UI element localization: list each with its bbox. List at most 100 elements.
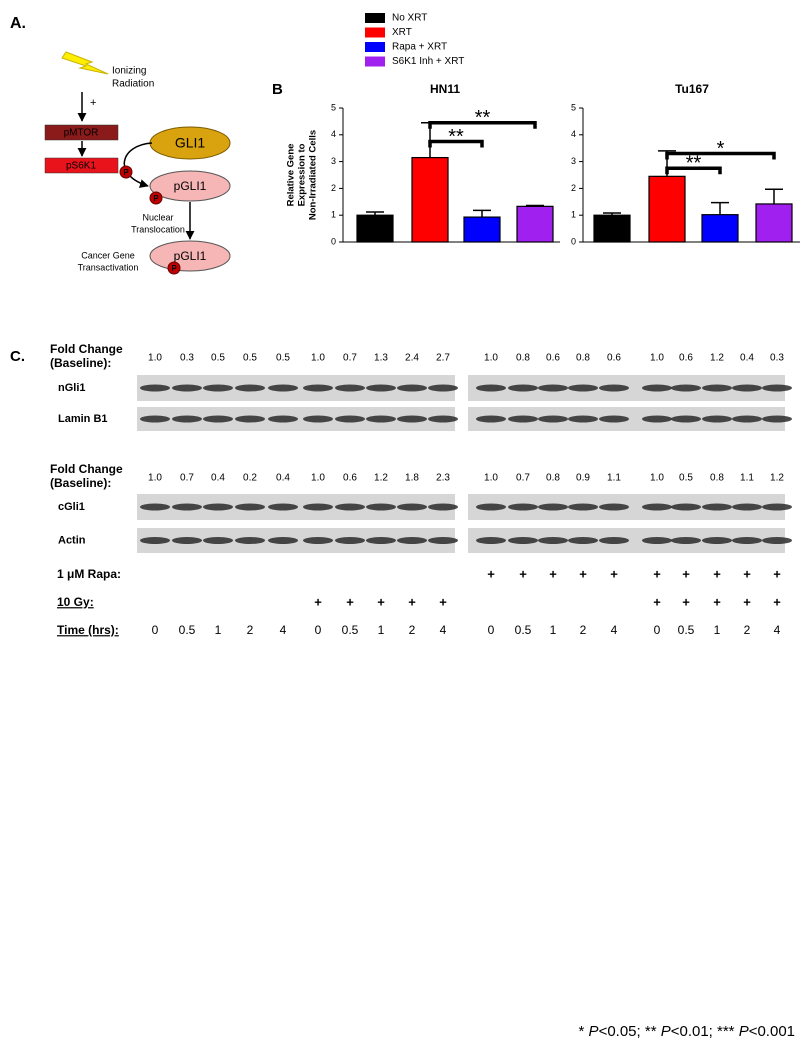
bar: [755, 203, 793, 243]
significance-bracket: [665, 151, 776, 160]
fold-change-label: Fold Change: [50, 462, 123, 476]
blot-band: [268, 537, 298, 544]
fold-change-value: 0.5: [211, 353, 225, 364]
blot-band: [538, 503, 568, 511]
legend-label: No XRT: [392, 13, 427, 24]
blot-band: [366, 384, 396, 392]
phospho-badge: [119, 165, 133, 179]
blot-band: [732, 384, 762, 392]
footnote-part: <0.01; ***: [671, 1023, 739, 1040]
bar: [701, 214, 739, 243]
time-value: 4: [611, 623, 618, 637]
step-label: Transactivation: [78, 262, 139, 272]
blot-band: [268, 503, 298, 511]
blot-band: [538, 384, 568, 392]
blot-band: [762, 503, 792, 511]
condition-mark: +: [773, 594, 781, 609]
fold-change-value: 1.3: [374, 353, 388, 364]
stimulus-label: Ionizing: [112, 66, 146, 77]
time-value: 0: [654, 623, 661, 637]
blot-band: [335, 537, 365, 544]
condition-mark: +: [610, 566, 618, 581]
y-axis-label-line: Non-Irradiated Cells: [308, 130, 319, 220]
blot-band: [568, 415, 598, 423]
y-tick-label: 1: [331, 210, 336, 220]
blot-band: [671, 384, 701, 392]
blot-band: [762, 537, 792, 544]
condition-mark: +: [682, 566, 690, 581]
fold-change-value: 0.2: [243, 473, 257, 484]
fold-change-value: 1.2: [374, 473, 388, 484]
blot-band: [268, 384, 298, 392]
y-tick-label: 5: [571, 102, 576, 112]
blot-band: [335, 503, 365, 511]
blot-band: [599, 537, 629, 544]
fold-change-value: 0.8: [546, 473, 560, 484]
blot-band: [599, 415, 629, 423]
fold-change-value: 0.7: [180, 473, 194, 484]
condition-mark: +: [773, 566, 781, 581]
blot-band: [732, 537, 762, 544]
blot-band: [268, 415, 298, 423]
fold-change-value: 1.0: [311, 473, 325, 484]
fold-change-value: 0.3: [770, 353, 784, 364]
condition-label: 1 μM Rapa:: [57, 567, 121, 581]
condition-mark: +: [439, 594, 447, 609]
condition-mark: +: [487, 566, 495, 581]
condition-mark: +: [377, 594, 385, 609]
y-axis-label-line: Expression to: [297, 143, 308, 206]
fold-change-value: 0.4: [740, 353, 754, 364]
error-bar: [526, 204, 544, 207]
phospho-label: P: [123, 168, 129, 177]
blot-band: [172, 503, 202, 511]
y-tick-label: 3: [331, 156, 336, 166]
time-value: 0.5: [678, 623, 695, 637]
y-tick-label: 5: [331, 102, 336, 112]
condition-mark: +: [579, 566, 587, 581]
panel-label: C.: [10, 348, 25, 365]
blot-band: [508, 537, 538, 544]
blot-band: [568, 503, 598, 511]
fold-change-value: 1.0: [650, 473, 664, 484]
blot-band: [235, 503, 265, 511]
blot-band: [476, 415, 506, 423]
fold-change-value: 0.6: [679, 353, 693, 364]
time-value: 0.5: [342, 623, 359, 637]
blot-band: [508, 384, 538, 392]
target-label: GLI1: [175, 135, 206, 151]
y-tick-label: 0: [571, 236, 576, 246]
blot-band: [172, 384, 202, 392]
panel-label: B: [272, 81, 283, 98]
condition-mark: +: [653, 594, 661, 609]
fold-change-value: 0.3: [180, 353, 194, 364]
blot-band: [303, 384, 333, 392]
fold-change-value: 0.8: [516, 353, 530, 364]
fold-change-label: Fold Change: [50, 342, 123, 356]
blot-band: [476, 384, 506, 392]
significance-label: **: [475, 107, 491, 129]
significance-bracket: [665, 166, 722, 175]
y-axis-label-line: Relative Gene: [286, 144, 297, 207]
time-value: 4: [440, 623, 447, 637]
error-bar: [711, 201, 729, 215]
footnote-part: <0.001: [749, 1023, 795, 1040]
time-value: 0: [315, 623, 322, 637]
significance-bracket: [428, 120, 537, 129]
blot-band: [140, 537, 170, 544]
blot-band: [671, 503, 701, 511]
blot-band: [642, 384, 672, 392]
fold-change-value: 1.0: [650, 353, 664, 364]
significance-label: *: [717, 138, 725, 160]
condition-mark: +: [713, 566, 721, 581]
fold-change-value: 0.5: [243, 353, 257, 364]
time-value: 2: [744, 623, 751, 637]
panel-label: A.: [10, 15, 26, 32]
fold-change-value: 1.2: [770, 473, 784, 484]
footnote-part: P: [661, 1023, 671, 1040]
fold-change-value: 1.8: [405, 473, 419, 484]
blot-band: [428, 503, 458, 511]
step-label: Nuclear: [142, 212, 173, 222]
blot-band: [702, 503, 732, 511]
fold-change-value: 1.0: [311, 353, 325, 364]
